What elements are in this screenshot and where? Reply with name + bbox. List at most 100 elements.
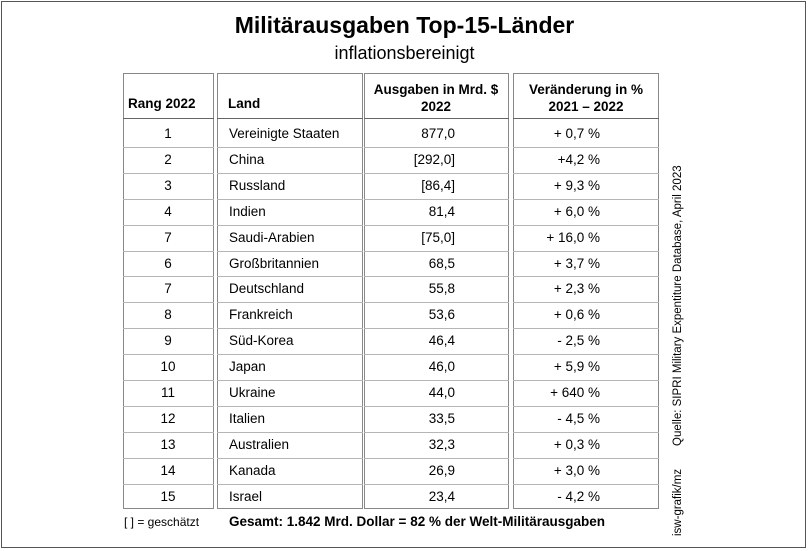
row-separator [364, 198, 509, 200]
cell-change: - 2,5 % [557, 333, 600, 349]
row-separator [513, 431, 659, 433]
cell-rank: 3 [164, 177, 172, 193]
cell-country: Japan [229, 359, 266, 375]
page-subtitle: inflationsbereinigt [334, 43, 475, 63]
cell-spending: 33,5 [428, 410, 455, 426]
row-separator [513, 380, 659, 381]
cell-rank: 8 [164, 307, 172, 323]
row-separator [217, 328, 363, 330]
header-veraenderung: Veränderung in % 2021 – 2022 [528, 82, 644, 114]
row-separator [123, 328, 214, 330]
cell-spending: [75,0] [421, 229, 455, 245]
row-separator [123, 354, 214, 356]
row-separator [217, 224, 363, 226]
row-separator [513, 146, 659, 148]
row-separator [513, 457, 659, 459]
cell-change: - 4,5 % [557, 410, 600, 426]
row-separator [513, 198, 659, 200]
cell-spending: 53,6 [428, 307, 455, 323]
cell-spending: [292,0] [413, 151, 455, 167]
cell-spending: 46,0 [428, 359, 455, 375]
cell-spending: 23,4 [428, 488, 455, 504]
row-separator [123, 198, 214, 200]
cell-country: Vereinigte Staaten [229, 126, 340, 141]
cell-change: - 4,2 % [557, 488, 600, 504]
row-separator [364, 328, 509, 330]
footnote-estimated: [ ] = geschätzt [124, 515, 200, 529]
header-separator [217, 118, 363, 119]
row-separator [364, 457, 509, 459]
cell-country: Ukraine [229, 385, 276, 400]
header-ausgaben: Ausgaben in Mrd. $ 2022 [373, 82, 499, 114]
row-separator [364, 172, 509, 174]
cell-rank: 7 [164, 281, 172, 297]
source-note: Quelle: SIPRI Military Expentiture Datab… [672, 165, 684, 446]
cell-spending: 44,0 [428, 385, 455, 400]
page-title: Militärausgaben Top-15-Länder [234, 12, 575, 38]
row-separator [364, 380, 509, 381]
total-summary: Gesamt: 1.842 Mrd. Dollar = 82 % der Wel… [229, 514, 605, 529]
row-separator [364, 146, 509, 148]
cell-rank: 7 [164, 229, 172, 245]
row-separator [364, 250, 509, 252]
cell-spending: 877,0 [421, 126, 455, 141]
row-separator [513, 172, 659, 174]
cell-change: + 0,6 % [553, 307, 600, 323]
cell-country: Italien [229, 410, 266, 426]
row-separator [123, 250, 214, 252]
cell-change: + 5,9 % [553, 359, 600, 375]
cell-spending: 32,3 [428, 436, 455, 452]
row-separator [217, 483, 363, 485]
cell-change: + 16,0 % [546, 229, 600, 245]
row-separator [217, 172, 363, 174]
cell-change: + 9,3 % [553, 177, 600, 193]
cell-spending: 55,8 [428, 281, 455, 297]
header-separator [123, 118, 214, 119]
row-separator [123, 302, 214, 304]
row-separator [123, 224, 214, 226]
graphic-credit: isw-grafik/mz [672, 468, 684, 536]
cell-country: Deutschland [229, 281, 305, 297]
row-separator [123, 172, 214, 174]
column-box-ausgaben [364, 73, 509, 509]
header-separator [364, 118, 509, 119]
column-box-rank [123, 73, 214, 509]
row-separator [364, 276, 509, 278]
row-separator [217, 380, 363, 381]
cell-country: Israel [229, 488, 263, 504]
cell-rank: 13 [160, 436, 176, 452]
row-separator [513, 224, 659, 226]
row-separator [217, 250, 363, 252]
header-land: Land [228, 96, 261, 111]
row-separator [364, 405, 509, 407]
header-separator [513, 118, 659, 119]
row-separator [364, 431, 509, 433]
row-separator [217, 276, 363, 278]
row-separator [217, 405, 363, 407]
cell-country: Großbritannien [229, 255, 320, 271]
cell-spending: 26,9 [428, 462, 455, 478]
row-separator [123, 380, 214, 381]
cell-country: Indien [229, 203, 266, 219]
row-separator [123, 431, 214, 433]
row-separator [513, 302, 659, 304]
column-box-veraenderung [513, 73, 659, 509]
cell-change: + 2,3 % [553, 281, 600, 297]
row-separator [123, 405, 214, 407]
row-separator [123, 483, 214, 485]
row-separator [513, 276, 659, 278]
cell-country: Saudi-Arabien [229, 229, 315, 245]
cell-rank: 1 [164, 126, 172, 141]
row-separator [513, 328, 659, 330]
cell-country: Kanada [229, 462, 276, 478]
cell-country: China [229, 151, 265, 167]
cell-rank: 2 [164, 151, 172, 167]
row-separator [217, 302, 363, 304]
row-separator [217, 354, 363, 356]
cell-change: + 0,3 % [553, 436, 600, 452]
row-separator [513, 354, 659, 356]
cell-change: + 3,0 % [553, 462, 600, 478]
cell-change: + 3,7 % [553, 255, 600, 271]
cell-country: Australien [229, 436, 290, 452]
